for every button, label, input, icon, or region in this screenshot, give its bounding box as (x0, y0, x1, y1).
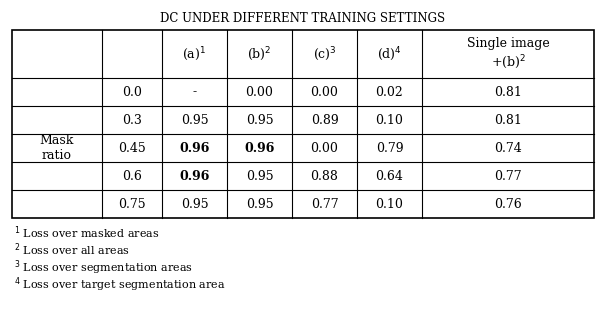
Text: Mask
ratio: Mask ratio (40, 134, 74, 162)
Text: 0.77: 0.77 (494, 170, 522, 182)
Text: 0.79: 0.79 (376, 141, 404, 155)
Text: (b)$^2$: (b)$^2$ (247, 45, 271, 63)
Text: 0.95: 0.95 (245, 170, 273, 182)
Text: 0.10: 0.10 (376, 197, 404, 211)
Text: Single image
+(b)$^2$: Single image +(b)$^2$ (467, 37, 550, 71)
Text: 0.95: 0.95 (181, 197, 208, 211)
Text: -: - (193, 85, 196, 99)
Text: 0.00: 0.00 (310, 85, 338, 99)
Text: 0.00: 0.00 (310, 141, 338, 155)
Text: 0.45: 0.45 (118, 141, 146, 155)
Text: (a)$^1$: (a)$^1$ (182, 45, 207, 63)
Text: 0.96: 0.96 (179, 141, 210, 155)
Text: 0.74: 0.74 (494, 141, 522, 155)
Text: 0.95: 0.95 (181, 114, 208, 126)
Text: 0.10: 0.10 (376, 114, 404, 126)
Text: $^2$ Loss over all areas: $^2$ Loss over all areas (14, 241, 130, 258)
Text: DC UNDER DIFFERENT TRAINING SETTINGS: DC UNDER DIFFERENT TRAINING SETTINGS (161, 12, 445, 25)
Text: 0.77: 0.77 (311, 197, 338, 211)
Text: 0.6: 0.6 (122, 170, 142, 182)
Text: 0.88: 0.88 (310, 170, 338, 182)
Text: 0.64: 0.64 (376, 170, 404, 182)
Text: 0.89: 0.89 (311, 114, 338, 126)
Text: 0.95: 0.95 (245, 114, 273, 126)
Text: 0.81: 0.81 (494, 114, 522, 126)
Text: $^1$ Loss over masked areas: $^1$ Loss over masked areas (14, 224, 159, 241)
Text: 0.75: 0.75 (118, 197, 146, 211)
Text: 0.3: 0.3 (122, 114, 142, 126)
Text: 0.76: 0.76 (494, 197, 522, 211)
Text: (c)$^3$: (c)$^3$ (313, 45, 336, 63)
Bar (12, 30, 594, 218)
Text: 0.95: 0.95 (245, 197, 273, 211)
Text: 0.81: 0.81 (494, 85, 522, 99)
Text: 0.02: 0.02 (376, 85, 404, 99)
Text: (d)$^4$: (d)$^4$ (377, 45, 402, 63)
Text: 0.96: 0.96 (179, 170, 210, 182)
Text: 0.0: 0.0 (122, 85, 142, 99)
Text: $^3$ Loss over segmentation areas: $^3$ Loss over segmentation areas (14, 258, 193, 276)
Text: $^4$ Loss over target segmentation area: $^4$ Loss over target segmentation area (14, 275, 225, 294)
Text: 0.96: 0.96 (244, 141, 275, 155)
Text: 0.00: 0.00 (245, 85, 273, 99)
